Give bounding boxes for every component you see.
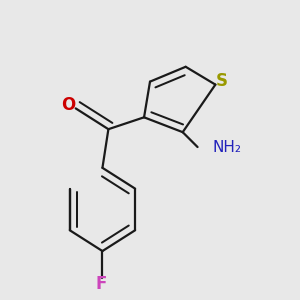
Text: S: S [215,72,227,90]
Text: O: O [61,96,75,114]
Text: F: F [95,275,106,293]
Text: NH₂: NH₂ [212,140,242,154]
